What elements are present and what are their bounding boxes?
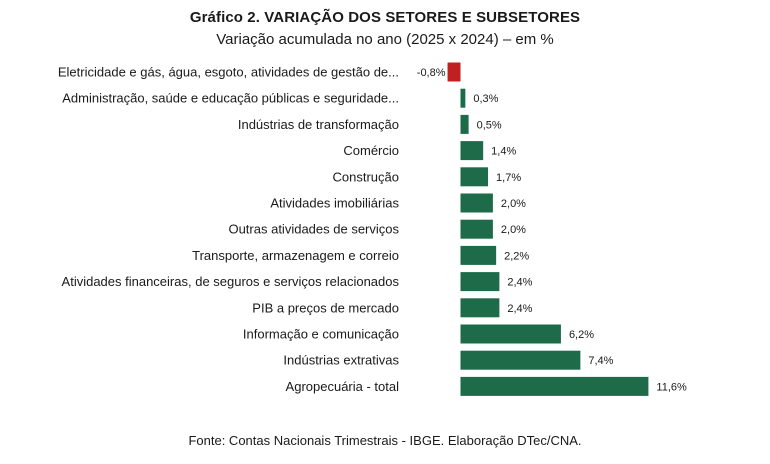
category-label: Indústrias de transformação (238, 117, 399, 132)
bar-chart: Eletricidade e gás, água, esgoto, ativid… (58, 62, 687, 396)
category-label: Transporte, armazenagem e correio (192, 248, 399, 263)
category-label: Atividades imobiliárias (270, 196, 399, 211)
value-label: 7,4% (588, 355, 613, 367)
bar (460, 350, 581, 370)
bar (460, 88, 466, 108)
bar (460, 324, 561, 344)
value-label: 2,0% (501, 198, 526, 210)
bar (460, 298, 500, 318)
bar (460, 141, 484, 161)
category-label: Informação e comunicação (243, 327, 399, 342)
bar (447, 62, 461, 82)
category-label: Comércio (343, 143, 399, 158)
value-label: 1,4% (491, 146, 516, 158)
category-label: Atividades financeiras, de seguros e ser… (62, 274, 400, 289)
category-label: Eletricidade e gás, água, esgoto, ativid… (58, 65, 399, 80)
value-label: 6,2% (569, 329, 594, 341)
value-label: -0,8% (417, 67, 446, 79)
value-label: 2,4% (507, 277, 532, 289)
value-label: 0,5% (477, 119, 502, 131)
value-label: 2,2% (504, 250, 529, 262)
bar (460, 167, 489, 187)
value-label: 1,7% (496, 172, 521, 184)
category-label: Indústrias extrativas (283, 353, 399, 368)
bar (460, 245, 497, 265)
chart-title: Gráfico 2. VARIAÇÃO DOS SETORES E SUBSET… (189, 9, 581, 26)
value-label: 11,6% (656, 381, 687, 393)
bar (460, 114, 469, 134)
value-label: 2,0% (501, 224, 526, 236)
category-label: Construção (333, 169, 399, 184)
bar (460, 376, 649, 396)
bar (460, 272, 500, 292)
category-label: PIB a preços de mercado (252, 300, 399, 315)
value-label: 0,3% (473, 93, 498, 105)
bar (460, 219, 493, 239)
source-note: Fonte: Contas Nacionais Trimestrais - IB… (188, 433, 582, 448)
value-label: 2,4% (507, 303, 532, 315)
category-label: Administração, saúde e educação públicas… (62, 91, 399, 106)
chart-subtitle: Variação acumulada no ano (2025 x 2024) … (216, 31, 554, 48)
bar (460, 193, 493, 213)
category-label: Agropecuária - total (286, 379, 400, 394)
category-label: Outras atividades de serviços (228, 222, 399, 237)
